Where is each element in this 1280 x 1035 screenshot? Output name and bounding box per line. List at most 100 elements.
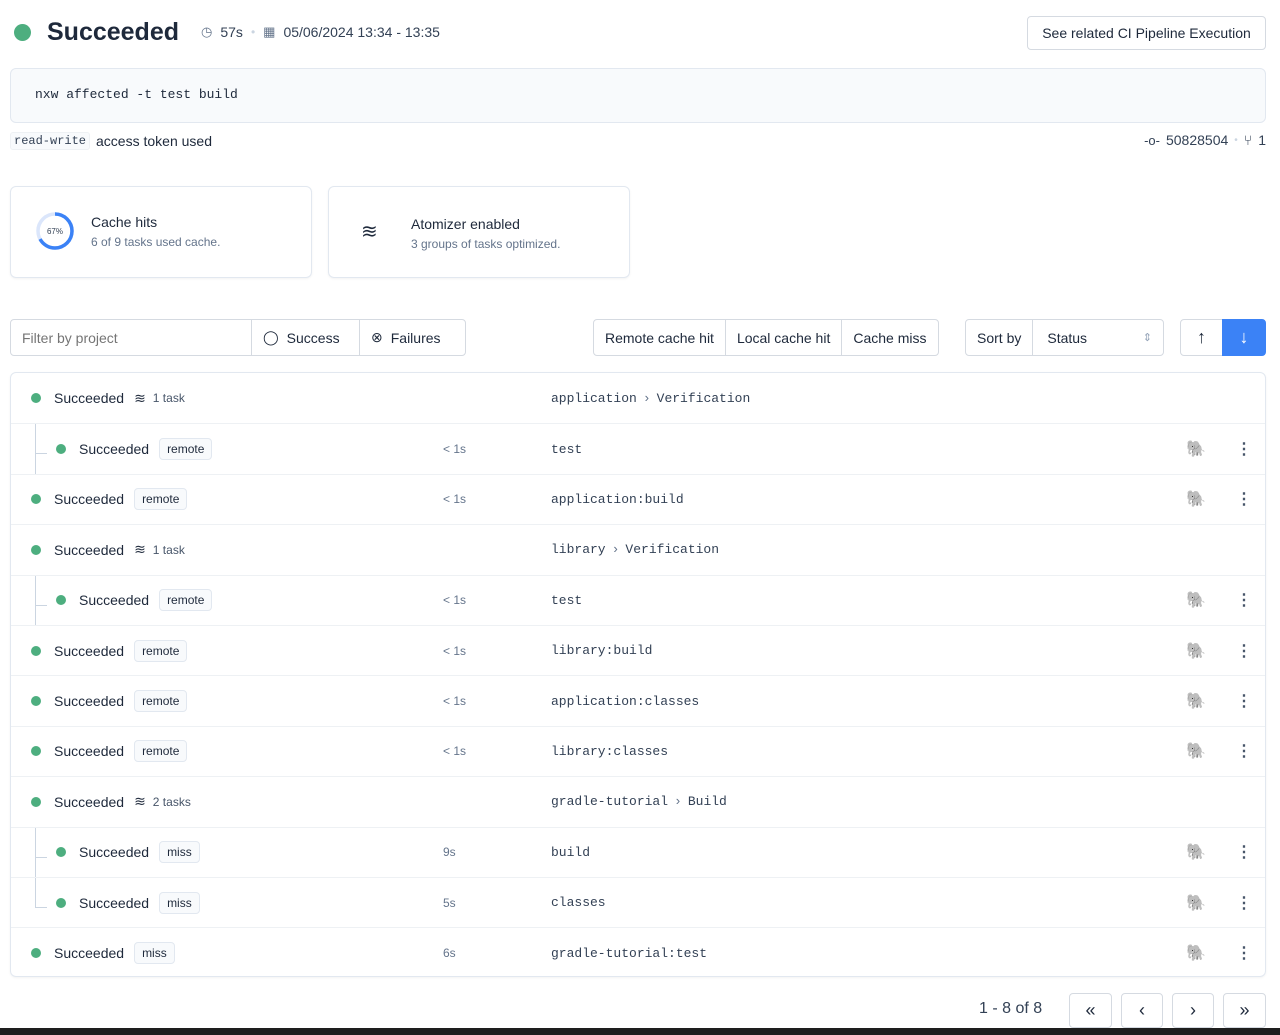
next-page-button[interactable]: › [1172, 993, 1214, 1028]
commit-sha[interactable]: 50828504 [1165, 132, 1229, 148]
task-row[interactable]: 6s gradle-tutorial:test 🐘 ⋮ Succeeded miss [11, 927, 1265, 977]
task-duration: 5s [443, 895, 456, 910]
remote-cache-hit-button[interactable]: Remote cache hit [605, 329, 714, 346]
cache-badge: remote [134, 488, 188, 511]
gradle-elephant-icon[interactable]: 🐘 [1186, 894, 1206, 912]
more-options-icon[interactable]: ⋮ [1236, 844, 1252, 862]
chevron-right-icon: › [674, 794, 682, 810]
task-row[interactable]: 9s build 🐘 ⋮ Succeeded miss [11, 826, 1265, 877]
sort-select[interactable]: Sort by Status ⇕ [965, 319, 1164, 356]
layers-icon: ≋ [134, 793, 146, 810]
task-name[interactable]: library:classes [551, 743, 669, 759]
page-title: Succeeded [47, 17, 180, 46]
more-options-icon[interactable]: ⋮ [1236, 743, 1252, 761]
task-row[interactable]: < 1s test 🐘 ⋮ Succeeded remote [11, 574, 1265, 625]
cache-subtitle: 6 of 9 tasks used cache. [91, 235, 221, 249]
more-options-icon[interactable]: ⋮ [1236, 441, 1252, 459]
sort-label: Sort by [977, 329, 1022, 346]
tree-connector-branch [35, 604, 47, 606]
task-name[interactable]: test [551, 441, 583, 457]
arrow-down-icon: ↓ [1239, 327, 1249, 347]
task-path: library › Verification [551, 542, 719, 557]
status-label: Succeeded [79, 592, 150, 609]
cache-badge: remote [159, 589, 213, 612]
task-row[interactable]: application › Verification Succeeded ≋ 1 task [11, 373, 1265, 423]
chevron-up-down-icon: ⇕ [1142, 332, 1152, 344]
filter-project-input[interactable] [22, 329, 240, 346]
cache-miss-button[interactable]: Cache miss [841, 320, 937, 355]
first-page-button[interactable]: « [1069, 993, 1112, 1028]
task-name[interactable]: build [551, 844, 591, 860]
more-options-icon[interactable]: ⋮ [1236, 894, 1252, 912]
task-duration: < 1s [443, 442, 467, 457]
status-dot [31, 393, 41, 404]
see-related-ci-button[interactable]: See related CI Pipeline Execution [1027, 16, 1266, 50]
status-label: Succeeded [54, 945, 125, 962]
sort-descending-button[interactable]: ↓ [1222, 319, 1266, 356]
cache-badge: remote [134, 639, 188, 662]
task-row[interactable]: gradle-tutorial › Build Succeeded ≋ 2 tasks [11, 776, 1265, 826]
row-status: Succeeded ≋ 1 task [31, 541, 185, 558]
task-row[interactable]: 5s classes 🐘 ⋮ Succeeded miss [11, 877, 1265, 927]
branch-icon: ⑂ [1243, 132, 1253, 148]
status-dot [56, 595, 66, 606]
project-name[interactable]: library [551, 542, 606, 558]
task-name[interactable]: classes [551, 895, 606, 911]
gradle-elephant-icon[interactable]: 🐘 [1186, 642, 1206, 660]
status-dot [31, 696, 41, 707]
date-range: 05/06/2024 13:34 - 13:35 [283, 24, 440, 40]
local-cache-hit-button[interactable]: Local cache hit [724, 320, 841, 355]
more-options-icon[interactable]: ⋮ [1236, 642, 1252, 660]
gradle-elephant-icon[interactable]: 🐘 [1186, 441, 1206, 459]
last-page-button[interactable]: » [1223, 993, 1266, 1028]
task-name[interactable]: application:classes [551, 693, 700, 709]
task-row[interactable]: library › Verification Succeeded ≋ 1 task [11, 524, 1265, 574]
task-name[interactable]: application:build [551, 491, 684, 507]
cache-progress-ring: 67% [36, 212, 74, 250]
tree-connector [35, 827, 36, 877]
project-name[interactable]: application [551, 390, 637, 406]
task-count: 2 tasks [152, 794, 191, 809]
tree-connector-branch [35, 856, 47, 858]
task-name[interactable]: test [551, 592, 583, 608]
sort-ascending-button[interactable]: ↑ [1180, 319, 1223, 356]
task-row[interactable]: < 1s application:classes 🐘 ⋮ Succeeded remote [11, 675, 1265, 725]
more-options-icon[interactable]: ⋮ [1236, 592, 1252, 610]
check-circle-icon: ◯ [263, 329, 279, 345]
cache-badge: remote [134, 740, 188, 763]
task-name[interactable]: gradle-tutorial:test [551, 945, 708, 961]
more-options-icon[interactable]: ⋮ [1236, 693, 1252, 711]
task-name[interactable]: library:build [551, 643, 653, 659]
row-status: Succeeded remote [56, 589, 213, 612]
tree-connector [35, 424, 36, 474]
status-dot [14, 23, 31, 41]
task-row[interactable]: < 1s test 🐘 ⋮ Succeeded remote [11, 423, 1265, 474]
status-filter-group: ◯ Success ⊗ Failures [10, 319, 466, 356]
failures-filter-button[interactable]: ⊗ Failures [359, 320, 465, 355]
gradle-elephant-icon[interactable]: 🐘 [1186, 945, 1206, 963]
status-label: Succeeded [79, 894, 150, 911]
task-duration: < 1s [443, 492, 467, 507]
row-status: Succeeded remote [31, 690, 188, 713]
row-status: Succeeded remote [56, 438, 213, 461]
more-options-icon[interactable]: ⋮ [1236, 945, 1252, 963]
commit-icon: -o- [1144, 132, 1160, 148]
branch-count: 1 [1258, 132, 1266, 148]
status-dot [56, 847, 66, 858]
project-name[interactable]: gradle-tutorial [551, 794, 669, 810]
success-filter-button[interactable]: ◯ Success [251, 320, 359, 355]
gradle-elephant-icon[interactable]: 🐘 [1186, 844, 1206, 862]
row-status: Succeeded ≋ 1 task [31, 390, 185, 407]
task-row[interactable]: < 1s library:build 🐘 ⋮ Succeeded remote [11, 625, 1265, 675]
gradle-elephant-icon[interactable]: 🐘 [1186, 491, 1206, 509]
gradle-elephant-icon[interactable]: 🐘 [1186, 592, 1206, 610]
task-row[interactable]: < 1s library:classes 🐘 ⋮ Succeeded remote [11, 725, 1265, 776]
gradle-elephant-icon[interactable]: 🐘 [1186, 693, 1206, 711]
gradle-elephant-icon[interactable]: 🐘 [1186, 743, 1206, 761]
commit-info: -o- 50828504 • ⑂ 1 [1144, 132, 1266, 148]
chevron-right-icon: › [611, 542, 620, 558]
task-duration: < 1s [443, 744, 467, 759]
task-row[interactable]: < 1s application:build 🐘 ⋮ Succeeded remote [11, 473, 1265, 524]
more-options-icon[interactable]: ⋮ [1236, 491, 1252, 509]
previous-page-button[interactable]: ‹ [1121, 993, 1163, 1028]
